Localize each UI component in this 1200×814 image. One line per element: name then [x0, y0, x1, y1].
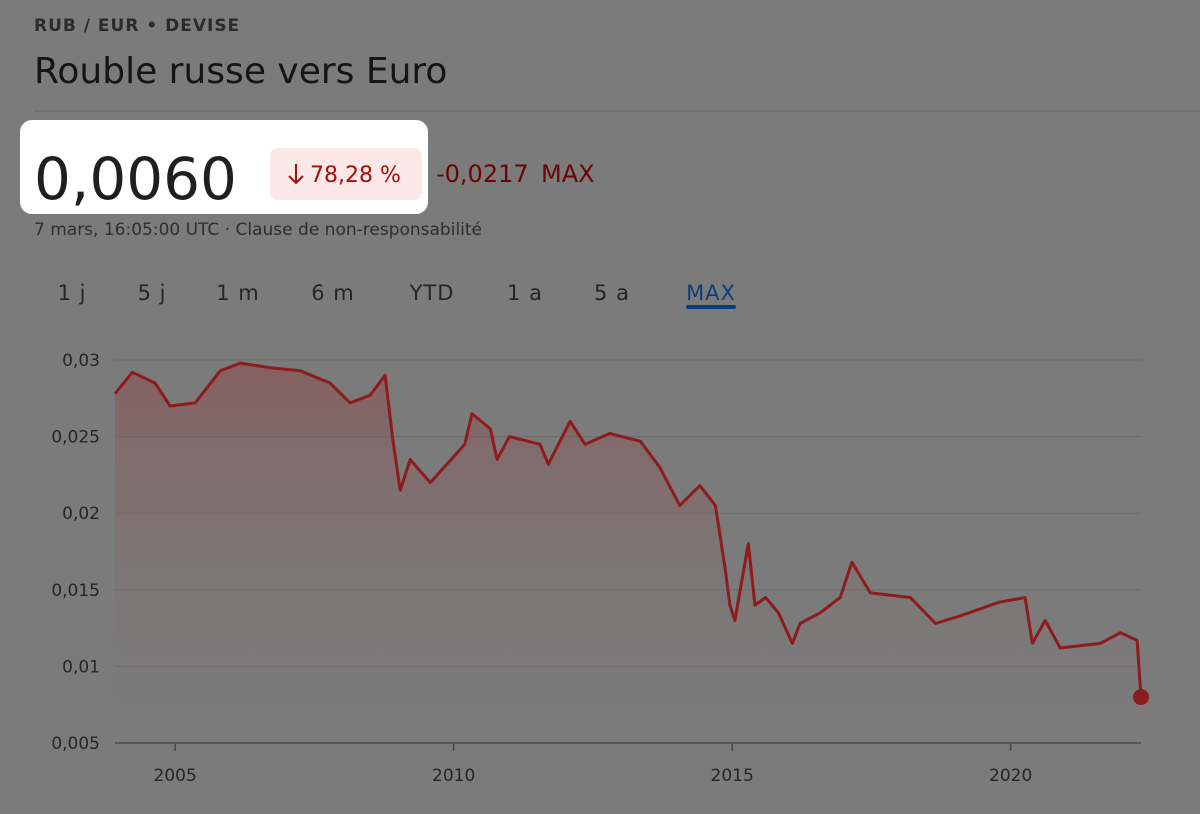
y-tick-label: 0,015: [51, 581, 100, 601]
range-tab[interactable]: 1 a: [507, 281, 543, 305]
change-period: MAX: [541, 160, 595, 188]
range-tab[interactable]: 6 m: [311, 281, 355, 305]
x-tick-label: 2020: [989, 766, 1032, 786]
down-arrow-icon: [288, 164, 304, 185]
x-tick-label: 2015: [711, 766, 754, 786]
range-tab[interactable]: 5 j: [138, 281, 167, 305]
change-percent: 78,28 %: [310, 163, 401, 188]
y-tick-label: 0,01: [62, 657, 100, 677]
range-tab[interactable]: YTD: [409, 281, 455, 305]
quote-meta: 7 mars, 16:05:00 UTC · Clause de non-res…: [34, 220, 482, 240]
active-tab-underline: [686, 305, 736, 309]
area: [115, 363, 1141, 743]
range-tab[interactable]: 5 a: [594, 281, 630, 305]
y-tick-label: 0,025: [51, 428, 100, 448]
change-value: -0,0217: [436, 160, 529, 188]
range-tab[interactable]: 1 m: [216, 281, 260, 305]
y-tick-label: 0,005: [51, 734, 100, 754]
y-tick-label: 0,02: [62, 504, 100, 524]
range-tab[interactable]: MAX: [686, 281, 736, 305]
chart: 0,005 0,01 0,015 0,02 0,025 0,03 2005 2010 2015 2…: [51, 351, 1149, 786]
page-title: Rouble russe vers Euro: [34, 51, 447, 92]
range-tab[interactable]: 1 j: [58, 281, 87, 305]
last-point: [1133, 689, 1149, 706]
change-badge: [270, 148, 422, 200]
range-tabs: 1 j 5 j 1 m 6 m YTD 1 a 5 a MAX: [58, 281, 736, 309]
y-tick-label: 0,03: [62, 351, 100, 371]
breadcrumb: RUB / EUR • DEVISE: [34, 16, 240, 36]
price-line: [113, 361, 1143, 698]
x-tick-label: 2005: [154, 766, 197, 786]
x-tick-label: 2010: [432, 766, 475, 786]
price: 0,0060: [34, 145, 237, 213]
